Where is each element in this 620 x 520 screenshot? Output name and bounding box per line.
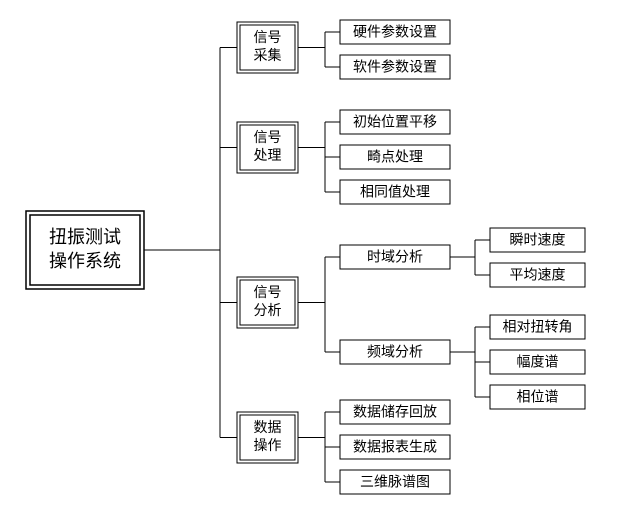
l2-label: 畸点处理 [367,149,423,165]
root-label: 扭振测试 [49,227,121,247]
l2-label: 时域分析 [367,249,423,265]
l2-label: 软件参数设置 [353,59,437,75]
l1-label: 处理 [254,147,282,163]
l3-label: 相对扭转角 [503,319,573,335]
l3-label: 平均速度 [510,267,566,283]
l1-label: 信号 [254,129,282,145]
l1-label: 分析 [254,302,282,318]
l3-label: 幅度谱 [517,354,559,370]
l2-label: 数据储存回放 [353,404,437,420]
l2-label: 硬件参数设置 [353,24,437,40]
l2-label: 频域分析 [367,344,423,360]
l2-label: 数据报表生成 [353,439,437,455]
torsion-test-system-tree: 扭振测试操作系统信号采集信号处理信号分析数据操作硬件参数设置软件参数设置初始位置… [0,0,620,520]
l1-label: 数据 [254,419,282,435]
l1-label: 采集 [254,47,282,63]
l3-label: 瞬时速度 [510,232,566,248]
l2-label: 相同值处理 [360,184,430,200]
l2-label: 初始位置平移 [353,114,437,130]
root-label: 操作系统 [49,251,121,271]
l2-label: 三维脉谱图 [360,474,430,490]
l1-label: 信号 [254,284,282,300]
l3-label: 相位谱 [517,389,559,405]
l1-label: 信号 [254,29,282,45]
l1-label: 操作 [254,437,282,453]
